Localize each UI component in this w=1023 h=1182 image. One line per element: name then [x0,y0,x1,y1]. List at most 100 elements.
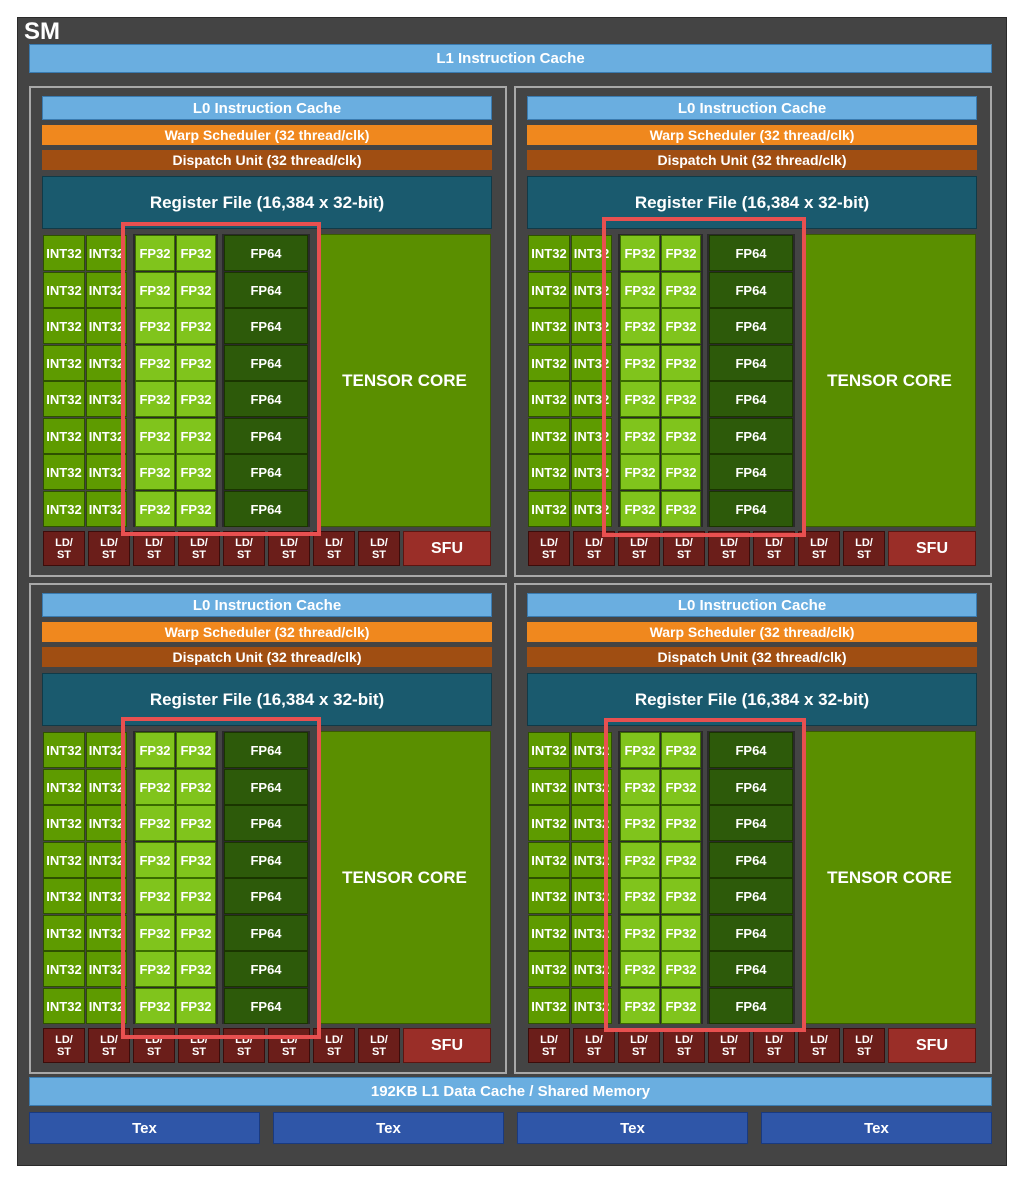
fp32-core: FP32 [135,454,175,490]
int32-core: INT32 [43,381,85,417]
highlight-box [121,717,321,1039]
int32-core: INT32 [43,951,85,987]
fp64-core: FP64 [224,732,308,768]
ld-st-label-top: LD/ [630,1033,648,1046]
ld-st-label-bottom: ST [146,548,162,561]
fp32-core: FP32 [620,345,660,381]
fp64-core: FP64 [709,491,793,527]
fp32-core: FP32 [176,272,216,308]
tex-unit: Tex [761,1112,992,1144]
dispatch-unit: Dispatch Unit (32 thread/clk) [527,647,977,667]
int32-core: INT32 [528,272,570,308]
fp64-core: FP64 [224,951,308,987]
ld-st-label-bottom: ST [101,1045,117,1058]
ld-st-label-bottom: ST [281,1045,297,1058]
int32-core: INT32 [43,308,85,344]
tensor-core: TENSOR CORE [803,731,976,1024]
fp32-core: FP32 [620,805,660,841]
fp64-core: FP64 [224,308,308,344]
ld-st-label-top: LD/ [810,536,828,549]
dispatch-unit: Dispatch Unit (32 thread/clk) [42,647,492,667]
fp32-core: FP32 [661,345,701,381]
ld-st-label-bottom: ST [371,1045,387,1058]
fp32-core: FP32 [620,381,660,417]
fp32-core: FP32 [620,491,660,527]
int32-core: INT32 [86,491,127,527]
int32-core: INT32 [43,769,85,805]
l0-instruction-cache: L0 Instruction Cache [42,96,492,120]
ld-st-label-bottom: ST [236,1045,252,1058]
int32-core: INT32 [43,345,85,381]
fp32-core: FP32 [661,842,701,878]
tex-unit: Tex [273,1112,504,1144]
int32-core: INT32 [86,769,127,805]
ld-st-label-bottom: ST [236,548,252,561]
fp32-core: FP32 [661,951,701,987]
tensor-core: TENSOR CORE [318,731,491,1024]
fp32-core: FP32 [135,842,175,878]
highlight-box [604,718,806,1032]
ld-st-label-bottom: ST [101,548,117,561]
ld-st-label-top: LD/ [55,536,73,549]
fp32-core: FP32 [661,988,701,1024]
ld-st-unit: LD/ST [43,531,85,566]
ld-st-label-top: LD/ [325,1033,343,1046]
tex-unit: Tex [29,1112,260,1144]
processing-block [514,86,992,577]
int32-core: INT32 [43,491,85,527]
fp64-core: FP64 [709,418,793,454]
sfu-unit: SFU [403,1028,491,1063]
fp64-core: FP64 [709,732,793,768]
fp32-core: FP32 [661,805,701,841]
fp32-core: FP32 [135,418,175,454]
int32-core: INT32 [86,272,127,308]
int32-core: INT32 [43,454,85,490]
ld-st-label-top: LD/ [810,1033,828,1046]
int32-core: INT32 [43,235,85,271]
int32-core: INT32 [43,418,85,454]
ld-st-label-bottom: ST [631,548,647,561]
ld-st-label-bottom: ST [811,548,827,561]
fp32-core: FP32 [135,915,175,951]
fp32-core: FP32 [135,878,175,914]
ld-st-label-top: LD/ [145,536,163,549]
ld-st-label-bottom: ST [856,548,872,561]
fp32-core: FP32 [135,988,175,1024]
ld-st-label-bottom: ST [676,1045,692,1058]
fp32-core: FP32 [176,842,216,878]
fp32-core: FP32 [135,769,175,805]
register-file: Register File (16,384 x 32-bit) [42,176,492,229]
int32-core: INT32 [43,915,85,951]
processing-block [514,583,992,1074]
dispatch-unit: Dispatch Unit (32 thread/clk) [527,150,977,170]
fp32-core: FP32 [620,454,660,490]
fp64-core: FP64 [224,805,308,841]
fp32-core: FP32 [620,418,660,454]
ld-st-label-bottom: ST [146,1045,162,1058]
fp32-core: FP32 [176,418,216,454]
processing-block [29,583,507,1074]
fp32-core: FP32 [176,345,216,381]
int32-core: INT32 [86,381,127,417]
ld-st-unit: LD/ST [88,531,130,566]
fp32-core: FP32 [620,732,660,768]
int32-core: INT32 [43,842,85,878]
fp32-core: FP32 [620,235,660,271]
ld-st-label-bottom: ST [721,548,737,561]
ld-st-unit: LD/ST [358,1028,400,1063]
ld-st-label-top: LD/ [720,536,738,549]
warp-scheduler: Warp Scheduler (32 thread/clk) [527,125,977,145]
ld-st-unit: LD/ST [178,531,220,566]
warp-scheduler: Warp Scheduler (32 thread/clk) [42,125,492,145]
fp32-core: FP32 [135,951,175,987]
int32-core: INT32 [43,805,85,841]
int32-core: INT32 [86,732,127,768]
int32-core: INT32 [528,988,570,1024]
ld-st-unit: LD/ST [663,1028,705,1063]
ld-st-unit: LD/ST [708,1028,750,1063]
int32-core: INT32 [528,418,570,454]
fp64-core: FP64 [224,272,308,308]
ld-st-label-bottom: ST [766,1045,782,1058]
l1-data-cache: 192KB L1 Data Cache / Shared Memory [29,1077,992,1106]
fp32-core: FP32 [176,235,216,271]
